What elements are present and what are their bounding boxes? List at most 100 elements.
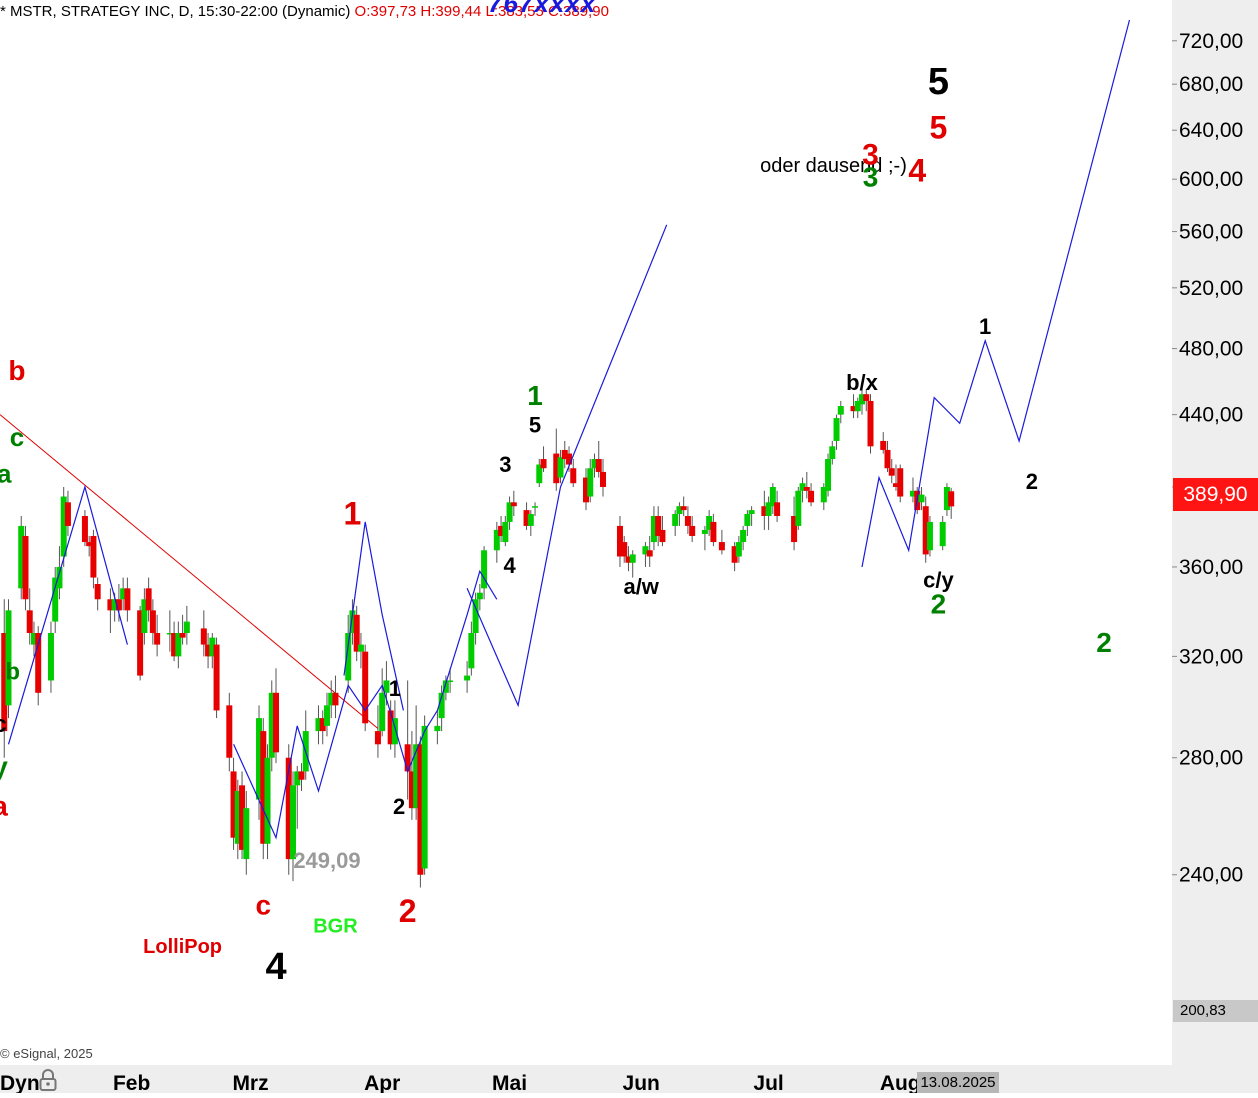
candle-body — [744, 514, 751, 526]
up-candle — [18, 515, 25, 600]
down-candle — [566, 446, 573, 472]
wave-label: 3 — [499, 452, 511, 477]
price-axis[interactable]: 720,00 680,00 640,00 600,00 560,00 520,00 480,… — [1172, 0, 1258, 1093]
down-candle — [107, 588, 114, 634]
y-tick-label: 680,00 — [1179, 73, 1243, 96]
up-candle — [120, 577, 127, 611]
up-candle — [587, 459, 594, 503]
down-candle — [616, 515, 623, 567]
candle-body — [234, 790, 241, 844]
chart-title: * MSTR, STRATEGY INC, D, 15:30-22:00 (Dy… — [0, 3, 351, 20]
up-candle — [706, 510, 713, 536]
up-candle — [506, 496, 513, 530]
down-candle — [200, 610, 207, 657]
down-candle — [90, 529, 97, 589]
wave-label: c — [10, 422, 24, 452]
down-candle — [561, 440, 568, 469]
up-candle — [591, 453, 598, 478]
wave-label: c — [0, 711, 7, 738]
down-candle — [285, 744, 292, 875]
candle-body — [90, 535, 97, 578]
up-candle — [799, 477, 806, 503]
down-candle — [880, 432, 887, 454]
down-candle — [205, 633, 212, 669]
y-tick-label: 640,00 — [1179, 119, 1243, 142]
candle-body — [205, 644, 212, 657]
wave-label: 1 — [389, 676, 401, 701]
up-candle — [493, 521, 500, 563]
candle-body — [438, 692, 445, 719]
up-candle — [735, 535, 742, 563]
wave-label: a/w — [623, 574, 659, 599]
candle-body — [854, 400, 861, 412]
up-candle — [837, 400, 844, 424]
down-candle — [145, 577, 152, 622]
candle-body — [506, 502, 513, 522]
down-candle — [81, 510, 88, 547]
down-candle — [230, 757, 237, 850]
wave-label: 4 — [908, 152, 926, 188]
candle-body — [447, 680, 454, 682]
up-candle — [740, 525, 747, 551]
candle-body — [387, 710, 394, 745]
up-candle — [672, 510, 679, 536]
candle-body — [379, 692, 386, 732]
candle-body — [583, 477, 589, 503]
candle-body — [349, 610, 356, 634]
down-candle — [791, 496, 798, 551]
up-candle — [642, 542, 649, 567]
y-tick-label: 520,00 — [1179, 277, 1243, 300]
candle-body — [850, 406, 857, 412]
candle-body — [22, 535, 29, 600]
wave-projection-path — [861, 19, 1131, 568]
wave-label: 5 — [928, 61, 949, 103]
candle-body — [829, 446, 836, 460]
up-candle — [557, 449, 564, 484]
candle-body — [616, 525, 623, 557]
candle-body — [273, 692, 280, 753]
candle-body — [570, 468, 577, 484]
down-candle — [892, 464, 899, 491]
candle-body — [493, 529, 500, 551]
candle-body — [553, 453, 560, 484]
wave-label: 3 — [862, 139, 879, 172]
wave-label: a — [0, 791, 8, 822]
candle-body — [684, 515, 691, 526]
candle-body — [867, 400, 874, 447]
wave-label: 2 — [393, 794, 405, 819]
candle-body — [629, 554, 636, 563]
candle-body — [706, 515, 713, 530]
up-candle — [30, 621, 37, 657]
up-candle — [290, 771, 296, 882]
candle-body — [655, 515, 662, 536]
candle-body — [86, 542, 93, 547]
down-candle — [803, 471, 810, 499]
up-candle — [413, 705, 420, 820]
down-candle — [595, 440, 602, 478]
candle-body — [536, 464, 543, 484]
down-candle — [387, 700, 394, 750]
wave-label: 4 — [503, 553, 516, 578]
down-candle — [863, 389, 870, 412]
down-candle — [659, 515, 666, 547]
candle-body — [323, 705, 330, 726]
up-candle — [825, 453, 832, 497]
candle-body — [179, 633, 186, 638]
down-candle — [171, 621, 178, 662]
wave-label: b/x — [846, 370, 879, 395]
lock-icon[interactable] — [38, 1069, 58, 1091]
up-candle — [833, 414, 840, 450]
candle-body — [345, 633, 352, 681]
candle-body — [353, 614, 360, 652]
candle-body — [748, 510, 755, 515]
wave-label: 1 — [979, 314, 991, 339]
candle-body — [926, 521, 933, 551]
candle-body — [498, 525, 505, 536]
candle-body — [791, 515, 798, 543]
up-candle — [5, 599, 12, 719]
candle-body — [408, 771, 415, 809]
candle-body — [859, 394, 866, 405]
wave-label: b — [5, 659, 20, 686]
down-candle — [510, 490, 517, 516]
